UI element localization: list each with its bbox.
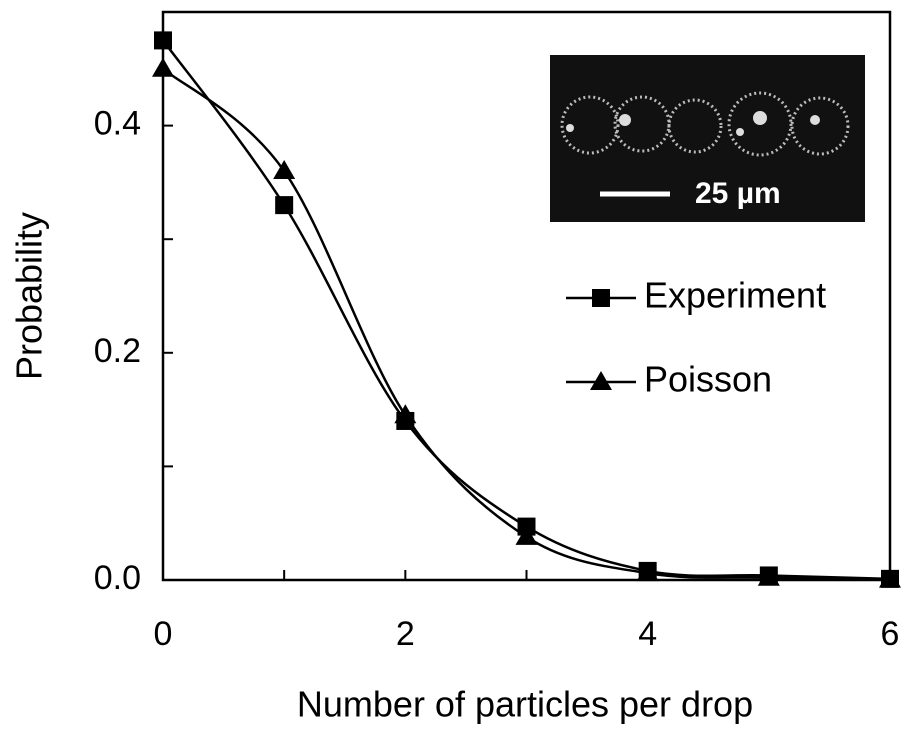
legend-label: Poisson <box>644 359 772 400</box>
legend-marker <box>592 289 610 307</box>
marker <box>275 196 294 215</box>
marker <box>152 57 174 77</box>
marker <box>757 566 780 586</box>
inset-image: 25 µm <box>550 55 865 222</box>
y-tick-label: 0.0 <box>94 559 141 597</box>
y-axis-label: Probability <box>9 212 50 380</box>
x-tick-label: 2 <box>396 615 415 653</box>
x-tick-label: 4 <box>638 615 657 653</box>
y-tick-label: 0.4 <box>94 105 141 143</box>
x-tick-label: 6 <box>881 615 900 653</box>
marker <box>394 404 417 424</box>
marker <box>636 562 659 582</box>
marker <box>273 160 296 180</box>
y-tick-label: 0.2 <box>94 332 141 370</box>
marker <box>879 568 901 588</box>
marker <box>154 31 172 50</box>
x-tick-label: 0 <box>154 615 173 653</box>
scale-label: 25 µm <box>695 177 781 210</box>
marker <box>515 525 538 545</box>
x-axis-label: Number of particles per drop <box>297 684 753 725</box>
legend-marker <box>590 371 612 390</box>
legend-label: Experiment <box>644 275 826 316</box>
